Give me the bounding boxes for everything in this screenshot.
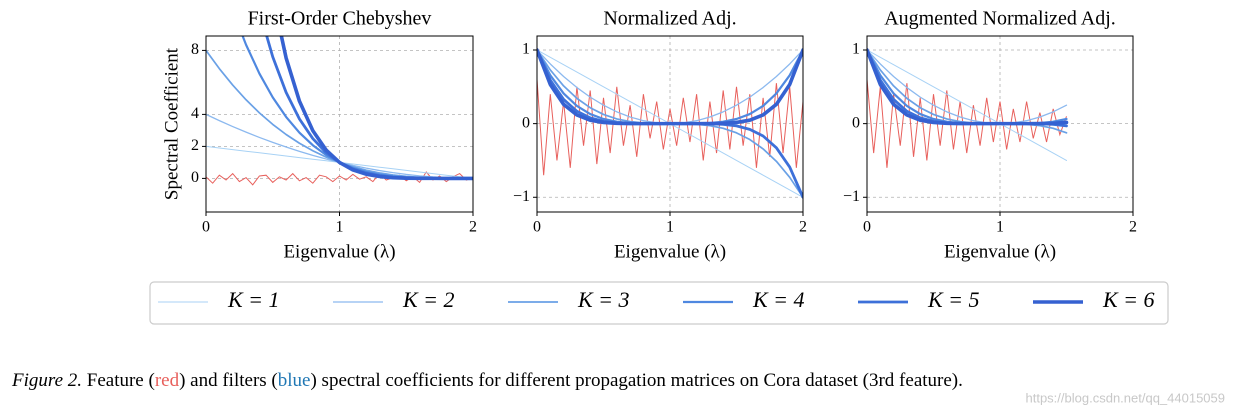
- axes-frame: [205, 35, 474, 213]
- chart-title: Augmented Normalized Adj.: [884, 8, 1116, 30]
- caption-blue: blue: [278, 370, 311, 391]
- chart-title: Normalized Adj.: [603, 8, 736, 30]
- x-axis-label: Eigenvalue (λ): [944, 241, 1056, 262]
- filter-line: [867, 48, 1068, 125]
- x-tick-label: 0: [533, 219, 541, 236]
- filter-line: [537, 48, 803, 126]
- y-tick-label: 0: [522, 114, 530, 131]
- x-axis-label: Eigenvalue (λ): [283, 241, 395, 262]
- filter-line: [279, 36, 473, 181]
- y-tick-label: −1: [843, 188, 860, 205]
- plot-area: [537, 48, 803, 199]
- x-tick-label: 0: [863, 219, 871, 236]
- y-tick-label: 1: [852, 41, 860, 58]
- axes-frame: [866, 35, 1134, 213]
- filter-line: [867, 49, 1067, 161]
- caption-text: ) spectral coefficients for different pr…: [310, 370, 962, 391]
- y-tick-label: 1: [522, 41, 530, 58]
- filter-line: [867, 49, 1068, 125]
- x-axis-label: Eigenvalue (λ): [614, 241, 726, 262]
- x-tick-label: 0: [202, 219, 210, 236]
- caption-red: red: [155, 370, 180, 391]
- chart-title: First-Order Chebyshev: [248, 8, 432, 30]
- spectrum-line: [537, 79, 803, 176]
- plot-area: [206, 36, 473, 186]
- y-tick-label: 4: [191, 105, 199, 122]
- caption-text: ) and filters (: [179, 370, 278, 391]
- caption-label: Figure 2.: [11, 370, 82, 391]
- x-tick-label: 1: [996, 219, 1004, 236]
- caption-text: Feature (: [82, 370, 155, 391]
- x-tick-label: 2: [469, 219, 477, 236]
- x-tick-label: 1: [666, 219, 674, 236]
- x-tick-label: 2: [1129, 219, 1137, 236]
- y-tick-label: 8: [191, 41, 199, 58]
- x-tick-label: 2: [799, 219, 807, 236]
- spectrum-line: [206, 171, 473, 186]
- axes-frame: [536, 35, 804, 213]
- legend-label: K = 1: [227, 287, 280, 312]
- y-axis-label: Spectral Coefficient: [161, 47, 182, 200]
- plot-area: [867, 48, 1069, 168]
- watermark: https://blog.csdn.net/qq_44015059: [1026, 390, 1226, 405]
- y-tick-label: −1: [513, 188, 530, 205]
- y-tick-label: 0: [852, 114, 860, 131]
- y-tick-label: 2: [191, 137, 199, 154]
- legend-label: K = 5: [927, 287, 980, 312]
- spectrum-line: [867, 79, 1067, 168]
- legend-box: [149, 281, 1169, 325]
- x-tick-label: 1: [336, 219, 344, 236]
- legend-label: K = 3: [577, 287, 630, 312]
- legend-label: K = 6: [1102, 287, 1155, 312]
- filter-line: [867, 48, 1069, 126]
- caption: Figure 2. Feature (red) and filters (blu…: [11, 370, 963, 391]
- legend-label: K = 2: [402, 287, 455, 312]
- legend-label: K = 4: [752, 287, 805, 312]
- y-tick-label: 0: [191, 169, 199, 186]
